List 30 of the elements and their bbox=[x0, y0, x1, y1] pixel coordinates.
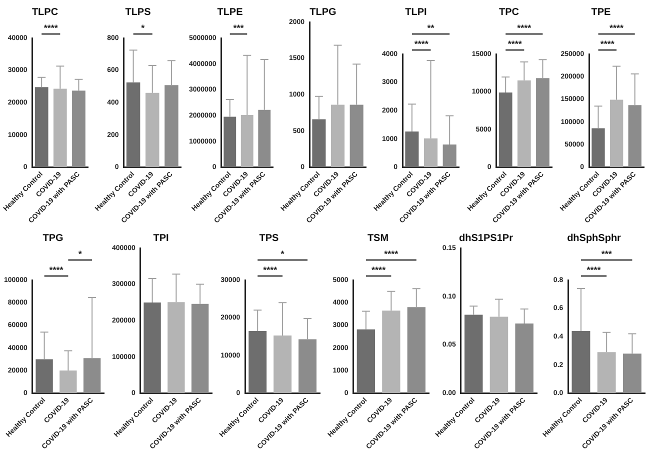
text: *** bbox=[234, 22, 245, 33]
chart-title: TLPS bbox=[124, 6, 151, 18]
text: * bbox=[78, 248, 82, 259]
text: ** bbox=[427, 22, 435, 33]
chart-title: TPI bbox=[153, 232, 170, 244]
chart-title: TLPC bbox=[32, 6, 58, 18]
chart-title: dhSphSphr bbox=[566, 232, 621, 244]
text: **** bbox=[414, 38, 429, 49]
chart-title: TSM bbox=[366, 232, 388, 244]
chart-title: TPG bbox=[42, 232, 64, 244]
text: **** bbox=[516, 22, 532, 33]
text: * bbox=[140, 22, 145, 33]
chart-title: dhS1PS1Pr bbox=[458, 232, 513, 244]
text: *** bbox=[601, 248, 612, 259]
text: **** bbox=[371, 264, 386, 275]
text: * bbox=[281, 248, 286, 259]
text: **** bbox=[600, 38, 616, 49]
text: **** bbox=[507, 38, 522, 49]
text: **** bbox=[586, 264, 602, 275]
chart-title: TPE bbox=[592, 6, 612, 18]
chart-title: TPS bbox=[260, 232, 280, 244]
chart-title: TLPI bbox=[405, 6, 427, 18]
chart-title: TLPE bbox=[218, 6, 244, 18]
chart-title: TLPG bbox=[310, 6, 337, 18]
chart-title: TPC bbox=[498, 6, 519, 18]
text: **** bbox=[384, 248, 398, 259]
text: **** bbox=[610, 22, 624, 33]
text: **** bbox=[44, 22, 58, 33]
text: **** bbox=[49, 264, 64, 275]
text: **** bbox=[263, 264, 278, 275]
